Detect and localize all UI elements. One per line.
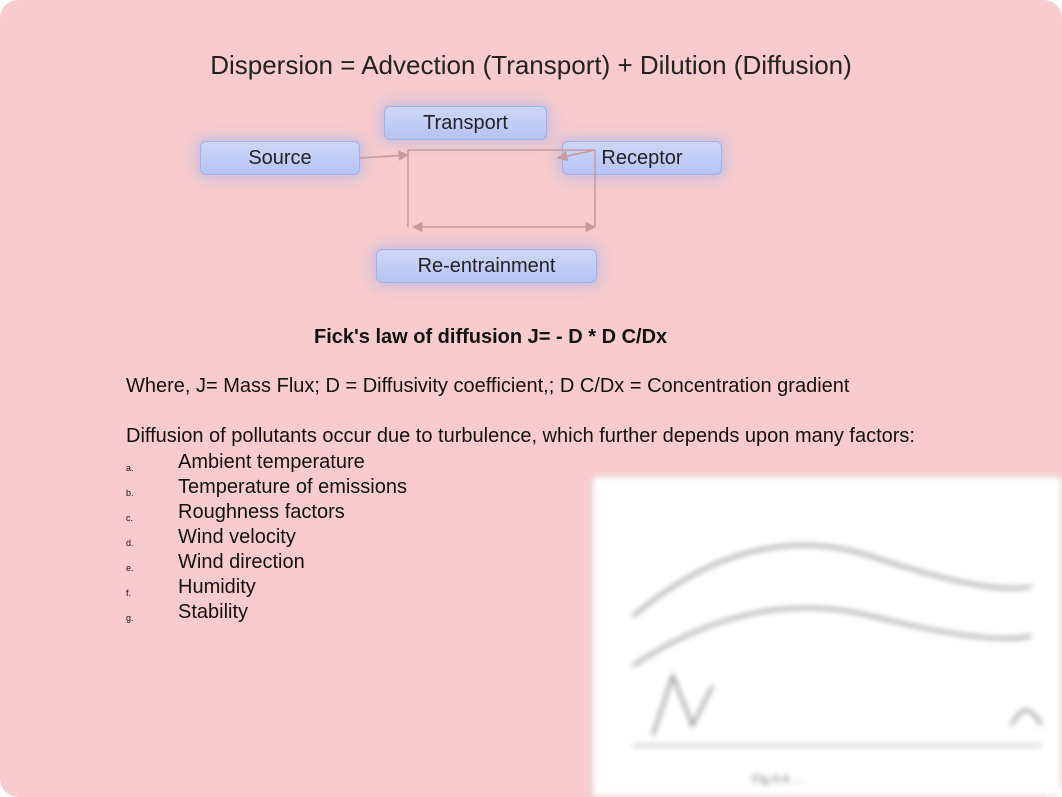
factors-list: a.Ambient temperatureb.Temperature of em… [126, 450, 407, 625]
factor-text: Humidity [178, 576, 256, 598]
node-receptor: Receptor [562, 141, 722, 175]
factor-text: Wind direction [178, 551, 305, 573]
factor-item: d.Wind velocity [126, 525, 407, 550]
factors-intro: Diffusion of pollutants occur due to tur… [126, 425, 915, 448]
slide-title: Dispersion = Advection (Transport) + Dil… [0, 50, 1062, 81]
slide: Dispersion = Advection (Transport) + Dil… [0, 0, 1062, 797]
factor-item: a.Ambient temperature [126, 450, 407, 475]
factor-item: c.Roughness factors [126, 500, 407, 525]
factor-text: Temperature of emissions [178, 476, 407, 498]
factor-text: Stability [178, 601, 248, 623]
svg-text:Fig 4.4 …: Fig 4.4 … [752, 772, 804, 786]
embedded-figure: Fig 4.4 … [592, 476, 1062, 797]
factor-text: Ambient temperature [178, 451, 365, 473]
embedded-figure-sketch: Fig 4.4 … [593, 477, 1061, 796]
factor-marker: g. [126, 606, 134, 631]
factor-text: Wind velocity [178, 526, 296, 548]
ficks-law: Fick's law of diffusion J= - D * D C/Dx [314, 326, 667, 349]
factor-item: f.Humidity [126, 575, 407, 600]
node-source: Source [200, 141, 360, 175]
factor-item: b.Temperature of emissions [126, 475, 407, 500]
factor-text: Roughness factors [178, 501, 345, 523]
node-transport: Transport [384, 106, 547, 140]
factor-item: e.Wind direction [126, 550, 407, 575]
factor-item: g.Stability [126, 600, 407, 625]
where-line: Where, J= Mass Flux; D = Diffusivity coe… [126, 375, 849, 398]
node-reentrainment: Re-entrainment [376, 249, 597, 283]
